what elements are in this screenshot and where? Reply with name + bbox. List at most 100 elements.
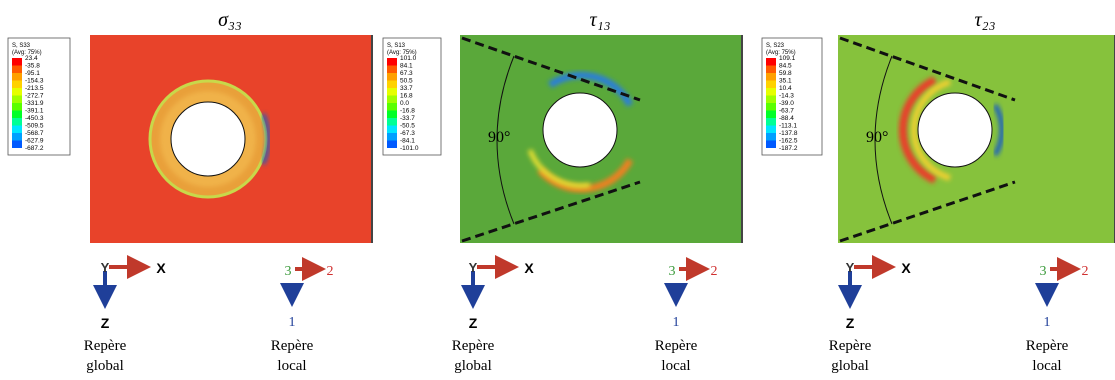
- legend-band: [12, 133, 22, 141]
- legend-band: [766, 95, 776, 103]
- legend-value: -391.1: [25, 108, 44, 115]
- panel-title: σ₃₃: [218, 9, 242, 31]
- legend-value: -50.5: [400, 123, 415, 130]
- legend-value: 50.5: [400, 78, 413, 85]
- legend-band: [766, 125, 776, 133]
- legend-value: 16.8: [400, 93, 413, 100]
- legend-value: -101.0: [400, 145, 419, 152]
- frame-label: Repère: [452, 338, 495, 354]
- legend-value: -450.3: [25, 115, 44, 122]
- legend-value: 67.3: [400, 70, 413, 77]
- legend-band: [766, 140, 776, 148]
- legend-value: -33.7: [400, 115, 415, 122]
- dashed-line: [839, 180, 1016, 243]
- frame-label: Repère: [829, 338, 872, 354]
- legend-value: -63.7: [779, 108, 794, 115]
- legend-value: -687.2: [25, 145, 44, 152]
- hole: [542, 92, 618, 168]
- frame-label: global: [86, 358, 124, 374]
- legend-band: [766, 118, 776, 126]
- legend-value: -137.8: [779, 130, 798, 137]
- legend-value: 109.1: [779, 55, 796, 62]
- axis-3: 3: [1040, 264, 1047, 279]
- stress-blue: [261, 113, 271, 165]
- legend-band: [12, 80, 22, 88]
- legend-value: -213.5: [25, 85, 44, 92]
- legend-band: [12, 110, 22, 118]
- frame-label: local: [661, 358, 690, 374]
- legend-band: [766, 103, 776, 111]
- frame-label: global: [831, 358, 869, 374]
- legend-band: [766, 58, 776, 66]
- angle-label: 90°: [488, 129, 510, 146]
- legend-band: [766, 80, 776, 88]
- legend-value: 84.5: [779, 63, 792, 70]
- axis-z: Z: [101, 315, 110, 331]
- legend-band: [12, 58, 22, 66]
- frame-label: local: [277, 358, 306, 374]
- legend-value: -568.7: [25, 130, 44, 137]
- frame-label: Repère: [271, 338, 314, 354]
- frame-label: Repère: [1026, 338, 1069, 354]
- legend-value: 101.0: [400, 55, 417, 62]
- angle-arc: [496, 55, 515, 225]
- legend-band: [766, 65, 776, 73]
- axis-3: 3: [669, 264, 676, 279]
- axis-y: Y: [101, 260, 110, 275]
- axis-3: 3: [285, 264, 292, 279]
- legend-band: [387, 118, 397, 126]
- legend-value: -39.0: [779, 100, 794, 107]
- stress-red: [537, 158, 634, 193]
- legend-value: 23.4: [25, 55, 38, 62]
- legend-band: [766, 110, 776, 118]
- legend-value: -84.1: [400, 138, 415, 145]
- legend-value: -509.5: [25, 123, 44, 130]
- legend-header: S, S13: [387, 43, 406, 49]
- angle-arc: [874, 55, 893, 225]
- axis-1: 1: [289, 315, 296, 330]
- axis-2: 2: [327, 264, 334, 279]
- legend-value: -16.8: [400, 108, 415, 115]
- angle-label: 90°: [866, 129, 888, 146]
- axis-x: X: [524, 260, 534, 276]
- legend-band: [12, 73, 22, 81]
- legend-band: [12, 125, 22, 133]
- legend-value: 10.4: [779, 85, 792, 92]
- legend-band: [387, 103, 397, 111]
- frame-label: local: [1032, 358, 1061, 374]
- legend-value: -627.9: [25, 138, 44, 145]
- legend-band: [387, 110, 397, 118]
- legend-value: -162.5: [779, 138, 798, 145]
- legend-header: S, S33: [12, 43, 31, 49]
- frame-label: Repère: [84, 338, 127, 354]
- axis-z: Z: [469, 315, 478, 331]
- legend-header: (Avg: 75%): [766, 50, 796, 56]
- legend-band: [12, 95, 22, 103]
- legend-band: [387, 73, 397, 81]
- legend-value: 35.1: [779, 78, 792, 85]
- legend-value: -88.4: [779, 115, 794, 122]
- axis-2: 2: [711, 264, 718, 279]
- panel-title: τ₁₃: [589, 9, 610, 31]
- legend-value: 84.1: [400, 63, 413, 70]
- legend-header: (Avg: 75%): [387, 50, 417, 56]
- legend-band: [12, 88, 22, 96]
- legend-band: [12, 65, 22, 73]
- dashed-line: [461, 36, 641, 102]
- legend-value: -95.1: [25, 70, 40, 77]
- legend-value: -67.3: [400, 130, 415, 137]
- legend-value: -14.3: [779, 93, 794, 100]
- legend-band: [387, 95, 397, 103]
- hole: [170, 101, 246, 177]
- legend-band: [766, 73, 776, 81]
- dashed-line: [839, 36, 1016, 102]
- stress-yellow: [911, 79, 951, 181]
- legend-value: -35.8: [25, 63, 40, 70]
- legend-value: 33.7: [400, 85, 413, 92]
- legend-band: [387, 140, 397, 148]
- axis-y: Y: [469, 260, 478, 275]
- legend-band: [766, 133, 776, 141]
- axis-x: X: [901, 260, 911, 276]
- legend-band: [12, 118, 22, 126]
